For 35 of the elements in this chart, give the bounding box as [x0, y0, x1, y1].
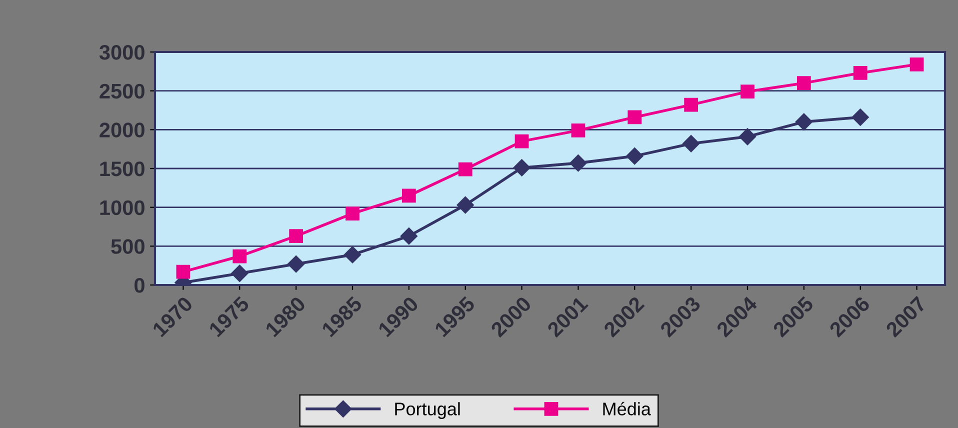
point [513, 159, 530, 176]
point [910, 57, 924, 72]
point [740, 84, 754, 99]
y-tick-label: 2000 [100, 122, 144, 138]
legend-label: Média [603, 402, 651, 416]
point [628, 110, 642, 124]
point [346, 206, 360, 220]
point [232, 249, 247, 264]
point [684, 98, 698, 112]
y-tick-label: 0 [134, 278, 144, 293]
point [853, 66, 868, 80]
point [288, 255, 305, 273]
y-tick-label: 1000 [100, 200, 144, 216]
point [231, 264, 248, 282]
point [571, 124, 586, 138]
point [682, 135, 700, 152]
point [738, 128, 756, 146]
point [570, 154, 587, 172]
point [796, 76, 811, 90]
point [402, 188, 416, 203]
point [400, 228, 418, 245]
point [626, 148, 644, 165]
point [176, 264, 190, 279]
y-tick-label: 3000 [99, 45, 144, 60]
point [289, 229, 304, 244]
y-tick-label: 500 [111, 239, 144, 254]
y-tick-label: 1500 [100, 162, 144, 176]
point [514, 134, 529, 148]
point [458, 162, 472, 176]
y-tick-label: 2500 [100, 84, 144, 99]
point [456, 196, 474, 214]
point [344, 246, 362, 264]
point [795, 113, 812, 130]
legend-label: Portugal [395, 402, 460, 419]
point [852, 108, 869, 126]
